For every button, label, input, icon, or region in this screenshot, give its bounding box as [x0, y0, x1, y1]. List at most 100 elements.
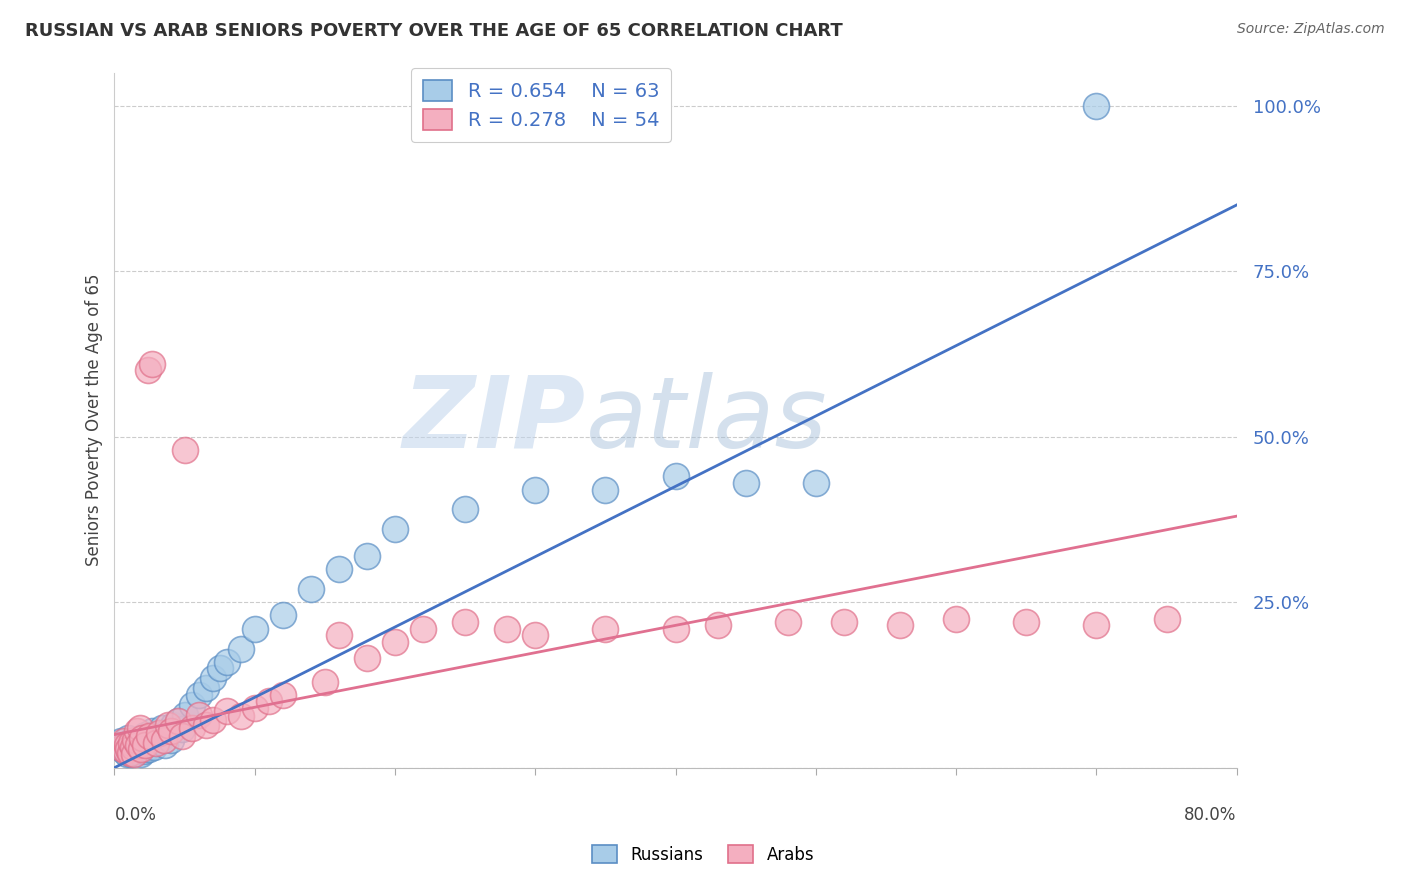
Legend: R = 0.654    N = 63, R = 0.278    N = 54: R = 0.654 N = 63, R = 0.278 N = 54: [411, 69, 671, 142]
Point: [215, 655, 238, 669]
Point: [117, 738, 139, 752]
Text: RUSSIAN VS ARAB SENIORS POVERTY OVER THE AGE OF 65 CORRELATION CHART: RUSSIAN VS ARAB SENIORS POVERTY OVER THE…: [25, 22, 844, 40]
Point: [128, 721, 150, 735]
Point: [832, 615, 855, 629]
Point: [118, 746, 141, 760]
Point: [134, 738, 156, 752]
Point: [124, 738, 146, 752]
Point: [356, 651, 378, 665]
Point: [187, 707, 209, 722]
Point: [412, 622, 434, 636]
Point: [138, 729, 160, 743]
Point: [135, 740, 157, 755]
Point: [257, 694, 280, 708]
Point: [114, 744, 136, 758]
Point: [180, 698, 202, 712]
Point: [384, 635, 406, 649]
Point: [145, 729, 167, 743]
Point: [117, 744, 139, 758]
Point: [129, 742, 152, 756]
Point: [1015, 615, 1038, 629]
Point: [524, 483, 547, 497]
Point: [118, 740, 141, 755]
Point: [125, 742, 148, 756]
Point: [1085, 618, 1108, 632]
Point: [889, 618, 911, 632]
Point: [141, 724, 163, 739]
Point: [142, 739, 165, 754]
Point: [128, 735, 150, 749]
Point: [159, 724, 181, 739]
Point: [131, 731, 153, 745]
Point: [201, 671, 224, 685]
Point: [156, 717, 179, 731]
Point: [166, 714, 188, 729]
Point: [194, 717, 217, 731]
Point: [201, 713, 224, 727]
Point: [734, 475, 756, 490]
Point: [328, 562, 350, 576]
Point: [180, 721, 202, 735]
Point: [229, 641, 252, 656]
Text: atlas: atlas: [586, 372, 827, 468]
Text: 80.0%: 80.0%: [1184, 806, 1237, 824]
Y-axis label: Seniors Poverty Over the Age of 65: Seniors Poverty Over the Age of 65: [86, 274, 103, 566]
Text: ZIP: ZIP: [402, 372, 586, 468]
Point: [138, 742, 160, 756]
Point: [112, 744, 135, 758]
Point: [122, 740, 145, 755]
Point: [162, 717, 184, 731]
Point: [314, 674, 336, 689]
Point: [117, 731, 139, 745]
Point: [299, 582, 322, 596]
Point: [110, 740, 132, 755]
Point: [134, 738, 156, 752]
Point: [664, 469, 686, 483]
Point: [124, 746, 146, 760]
Point: [194, 681, 217, 696]
Point: [156, 724, 179, 739]
Point: [1156, 612, 1178, 626]
Point: [328, 628, 350, 642]
Point: [124, 732, 146, 747]
Point: [145, 735, 167, 749]
Text: 0.0%: 0.0%: [114, 806, 156, 824]
Point: [173, 442, 195, 457]
Point: [271, 688, 294, 702]
Point: [136, 363, 159, 377]
Point: [524, 628, 547, 642]
Point: [215, 705, 238, 719]
Point: [1085, 98, 1108, 112]
Point: [139, 735, 162, 749]
Point: [121, 744, 143, 758]
Point: [166, 714, 188, 729]
Point: [187, 688, 209, 702]
Point: [776, 615, 799, 629]
Point: [129, 747, 152, 762]
Point: [125, 732, 148, 747]
Point: [131, 731, 153, 745]
Point: [120, 747, 142, 762]
Point: [595, 622, 617, 636]
Point: [664, 622, 686, 636]
Point: [170, 723, 193, 737]
Point: [208, 661, 231, 675]
Point: [153, 738, 176, 752]
Point: [127, 739, 149, 754]
Point: [356, 549, 378, 563]
Point: [141, 357, 163, 371]
Point: [150, 721, 173, 735]
Point: [122, 747, 145, 762]
Point: [117, 742, 139, 756]
Point: [132, 744, 155, 758]
Point: [125, 724, 148, 739]
Point: [136, 732, 159, 747]
Text: Source: ZipAtlas.com: Source: ZipAtlas.com: [1237, 22, 1385, 37]
Point: [243, 622, 266, 636]
Legend: Russians, Arabs: Russians, Arabs: [585, 838, 821, 871]
Point: [120, 734, 142, 748]
Point: [243, 701, 266, 715]
Point: [152, 732, 174, 747]
Point: [112, 734, 135, 748]
Point: [945, 612, 967, 626]
